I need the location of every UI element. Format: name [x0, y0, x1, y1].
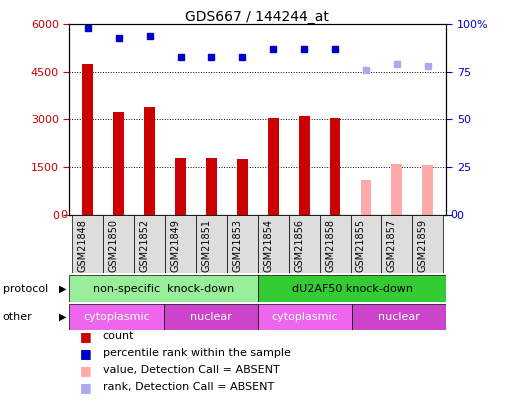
Text: GDS667 / 144244_at: GDS667 / 144244_at: [185, 10, 328, 24]
Text: other: other: [3, 312, 32, 322]
Text: GSM21851: GSM21851: [202, 220, 211, 272]
Text: GSM21850: GSM21850: [109, 220, 119, 272]
Bar: [113, 111, 124, 215]
Bar: [206, 158, 217, 215]
Bar: [83, 64, 93, 215]
Text: GSM21849: GSM21849: [170, 220, 181, 272]
Bar: [165, 215, 196, 273]
Text: ■: ■: [80, 364, 91, 377]
Text: GSM21848: GSM21848: [78, 220, 88, 272]
Bar: [350, 215, 381, 273]
Bar: [391, 164, 402, 215]
Bar: [352, 304, 446, 330]
Bar: [268, 118, 279, 215]
Text: GSM21857: GSM21857: [387, 220, 397, 273]
Bar: [227, 215, 258, 273]
Text: 0: 0: [61, 210, 68, 220]
Text: dU2AF50 knock-down: dU2AF50 knock-down: [291, 284, 412, 294]
Text: non-specific  knock-down: non-specific knock-down: [93, 284, 234, 294]
Text: GSM21853: GSM21853: [232, 220, 242, 272]
Bar: [361, 180, 371, 215]
Bar: [381, 215, 412, 273]
Text: rank, Detection Call = ABSENT: rank, Detection Call = ABSENT: [103, 382, 274, 392]
Text: ■: ■: [80, 347, 91, 360]
Bar: [258, 215, 289, 273]
Text: GSM21856: GSM21856: [294, 220, 304, 272]
Bar: [164, 304, 258, 330]
Bar: [144, 107, 155, 215]
Bar: [196, 215, 227, 273]
Text: ▶: ▶: [59, 312, 67, 322]
Bar: [422, 166, 433, 215]
Bar: [103, 215, 134, 273]
Bar: [412, 215, 443, 273]
Text: nuclear: nuclear: [378, 312, 420, 322]
Text: value, Detection Call = ABSENT: value, Detection Call = ABSENT: [103, 365, 280, 375]
Bar: [69, 275, 258, 302]
Text: ▶: ▶: [59, 284, 67, 294]
Text: ■: ■: [80, 381, 91, 394]
Bar: [175, 158, 186, 215]
Text: cytoplasmic: cytoplasmic: [83, 312, 150, 322]
Text: GSM21852: GSM21852: [140, 220, 150, 273]
Bar: [320, 215, 350, 273]
Text: cytoplasmic: cytoplasmic: [271, 312, 338, 322]
Text: 0: 0: [450, 210, 457, 220]
Bar: [72, 215, 103, 273]
Text: GSM21854: GSM21854: [263, 220, 273, 272]
Text: nuclear: nuclear: [190, 312, 231, 322]
Bar: [289, 215, 320, 273]
Text: ■: ■: [80, 330, 91, 343]
Text: GSM21855: GSM21855: [356, 220, 366, 273]
Text: GSM21858: GSM21858: [325, 220, 335, 272]
Bar: [330, 118, 341, 215]
Text: protocol: protocol: [3, 284, 48, 294]
Bar: [258, 304, 352, 330]
Bar: [134, 215, 165, 273]
Bar: [237, 159, 248, 215]
Text: percentile rank within the sample: percentile rank within the sample: [103, 348, 290, 358]
Bar: [258, 275, 446, 302]
Bar: [299, 116, 309, 215]
Text: GSM21859: GSM21859: [418, 220, 428, 272]
Text: count: count: [103, 331, 134, 341]
Bar: [69, 304, 164, 330]
